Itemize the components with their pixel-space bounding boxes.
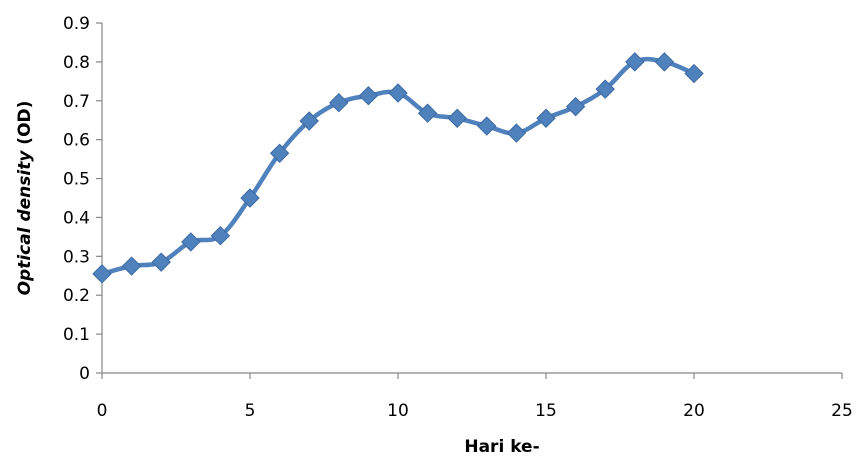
x-tick-label: 20	[683, 401, 705, 421]
y-ticks: 0 0.1 0.2 0.3 0.4 0.5 0.6 0.7 0.8 0.9	[63, 14, 102, 384]
data-point	[684, 63, 704, 84]
axes: 0 0.1 0.2 0.3 0.4 0.5 0.6 0.7 0.8 0.9 0 5 10 15 20 25	[63, 14, 853, 421]
x-tick-label: 10	[387, 401, 409, 421]
y-axis-title-italic: Optical density	[15, 150, 35, 296]
data-point	[151, 252, 171, 272]
y-tick-label: 0	[79, 364, 90, 384]
x-tick-label: 5	[245, 401, 256, 421]
y-tick-label: 0.5	[63, 170, 90, 190]
y-tick-label: 0.4	[63, 208, 90, 228]
data-point	[565, 96, 586, 117]
data-point	[595, 79, 615, 99]
y-tick-label: 0.8	[63, 53, 90, 73]
y-tick-label: 0.9	[63, 14, 90, 34]
data-point	[210, 226, 231, 246]
data-point	[121, 256, 142, 276]
data-point	[477, 116, 497, 136]
x-ticks: 0 5 10 15 20 25	[97, 373, 853, 421]
data-point	[388, 83, 408, 103]
x-tick-label: 25	[831, 401, 853, 421]
x-tick-label: 0	[97, 401, 108, 421]
data-point	[506, 123, 527, 143]
y-tick-label: 0.6	[63, 131, 90, 151]
data-point	[625, 52, 645, 72]
series-layer	[92, 52, 704, 284]
data-point	[181, 232, 201, 252]
data-point	[536, 108, 556, 128]
data-point	[92, 264, 112, 284]
data-point	[329, 93, 349, 113]
data-point	[417, 103, 438, 123]
x-axis-title: Hari ke-	[464, 437, 539, 457]
data-point	[447, 108, 467, 128]
data-point	[358, 86, 379, 106]
data-point	[269, 143, 290, 163]
data-point	[240, 188, 260, 208]
y-tick-label: 0.2	[63, 286, 90, 306]
y-tick-label: 0.3	[63, 247, 90, 267]
y-tick-label: 0.1	[63, 325, 90, 345]
data-point	[654, 52, 675, 72]
y-axis-title: Optical density (OD)	[15, 101, 35, 296]
data-point	[299, 111, 319, 131]
x-tick-label: 15	[535, 401, 557, 421]
y-axis-title-unit: (OD)	[15, 101, 35, 151]
y-tick-label: 0.7	[63, 92, 90, 112]
